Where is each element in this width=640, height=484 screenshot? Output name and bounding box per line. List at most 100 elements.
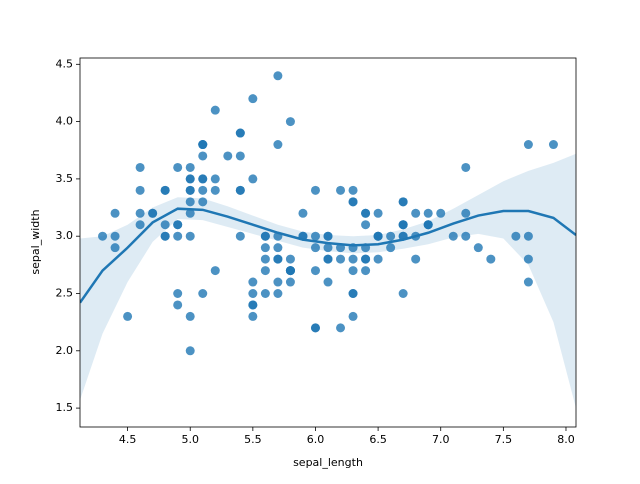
y-tick-label: 2.0: [56, 344, 74, 357]
x-tick-label: 6.0: [307, 433, 325, 446]
point: [398, 197, 408, 207]
point: [235, 128, 245, 138]
x-tick-label: 5.0: [181, 433, 199, 446]
point: [160, 231, 170, 241]
point: [323, 243, 333, 253]
point: [523, 254, 533, 264]
point: [173, 162, 183, 172]
point: [548, 140, 558, 150]
point: [310, 243, 320, 253]
point: [348, 311, 358, 321]
point: [210, 105, 220, 115]
point: [173, 300, 183, 310]
plot-frame: [79, 57, 577, 428]
point: [336, 323, 346, 333]
point: [273, 254, 283, 264]
point: [386, 231, 396, 241]
point: [323, 254, 333, 264]
point: [336, 254, 346, 264]
x-tick-label: 8.0: [557, 433, 575, 446]
regression-line: [80, 207, 576, 304]
y-tick-label: 4.0: [56, 115, 74, 128]
point: [123, 311, 133, 321]
point: [310, 231, 320, 241]
point: [235, 185, 245, 195]
point: [285, 117, 295, 127]
x-tick-label: 7.5: [495, 433, 513, 446]
x-tick-label: 7.0: [432, 433, 450, 446]
point: [423, 208, 433, 218]
x-tick-label: 5.5: [244, 433, 262, 446]
point: [386, 243, 396, 253]
point: [248, 174, 258, 184]
point: [348, 254, 358, 264]
point: [235, 231, 245, 241]
point: [348, 288, 358, 298]
point: [110, 231, 120, 241]
point: [135, 162, 145, 172]
point: [185, 208, 195, 218]
point: [461, 208, 471, 218]
point: [198, 185, 208, 195]
x-axis-label: sepal_length: [293, 456, 363, 469]
point: [361, 208, 371, 218]
point: [461, 231, 471, 241]
point: [260, 243, 270, 253]
point: [248, 311, 258, 321]
point: [210, 266, 220, 276]
point: [110, 243, 120, 253]
point: [198, 288, 208, 298]
point: [285, 254, 295, 264]
point: [135, 208, 145, 218]
point: [198, 140, 208, 150]
point: [185, 346, 195, 356]
point: [285, 266, 295, 276]
point: [260, 254, 270, 264]
point: [273, 277, 283, 287]
point: [173, 231, 183, 241]
point: [511, 231, 521, 241]
point: [411, 254, 421, 264]
point: [135, 185, 145, 195]
y-tick-label: 3.5: [56, 172, 74, 185]
point: [486, 254, 496, 264]
point: [310, 266, 320, 276]
point: [260, 288, 270, 298]
y-tick-label: 1.5: [56, 401, 74, 414]
y-tick-label: 2.5: [56, 286, 74, 299]
point: [461, 162, 471, 172]
point: [148, 208, 158, 218]
point: [223, 151, 233, 161]
point: [210, 185, 220, 195]
point: [373, 208, 383, 218]
point: [411, 208, 421, 218]
y-tick-label: 3.0: [56, 229, 74, 242]
point: [285, 277, 295, 287]
point: [248, 300, 258, 310]
point: [361, 254, 371, 264]
point: [523, 277, 533, 287]
point: [298, 208, 308, 218]
point: [373, 254, 383, 264]
point: [273, 288, 283, 298]
point: [310, 185, 320, 195]
point: [185, 231, 195, 241]
point: [185, 174, 195, 184]
point: [436, 208, 446, 218]
point: [198, 174, 208, 184]
point: [210, 174, 220, 184]
point: [448, 231, 458, 241]
point: [260, 231, 270, 241]
point: [110, 208, 120, 218]
point: [185, 162, 195, 172]
point: [248, 288, 258, 298]
point: [348, 266, 358, 276]
point: [273, 140, 283, 150]
point: [310, 323, 320, 333]
point: [336, 185, 346, 195]
point: [173, 220, 183, 230]
point: [523, 140, 533, 150]
point: [523, 231, 533, 241]
